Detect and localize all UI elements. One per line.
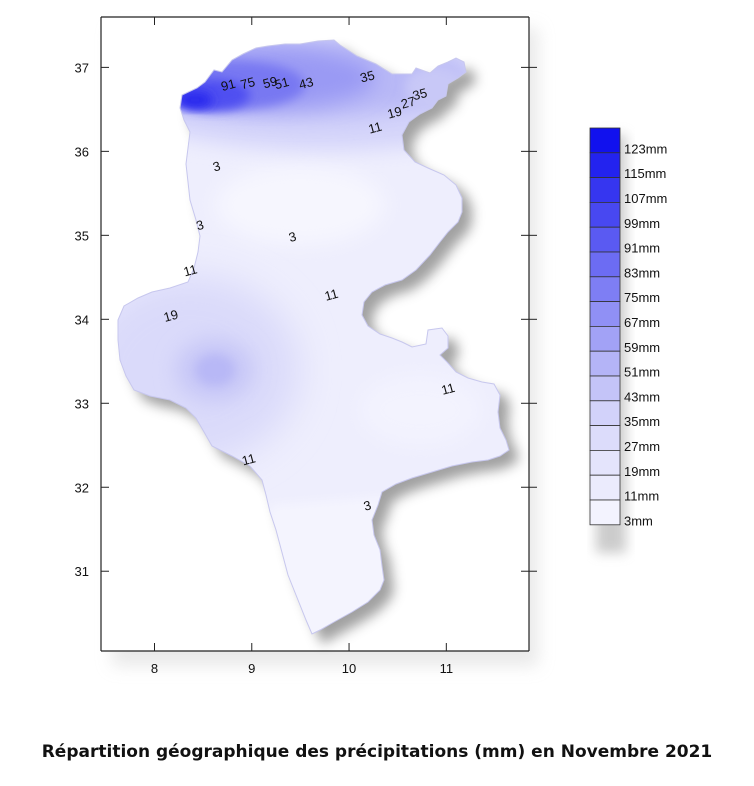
legend-swatch xyxy=(589,251,621,278)
contour-label: 11 xyxy=(182,261,199,279)
contour-label: 19 xyxy=(162,307,180,325)
legend-label: 3mm xyxy=(624,513,653,528)
legend-label: 107mm xyxy=(624,191,667,206)
contour-label: 43 xyxy=(297,74,315,92)
legend-swatch xyxy=(589,301,621,327)
y-tick-label: 31 xyxy=(75,564,89,579)
y-tick-label: 35 xyxy=(75,228,89,243)
contour-label: 11 xyxy=(367,119,384,137)
y-tick-label: 37 xyxy=(75,60,89,75)
legend-swatch xyxy=(589,276,621,302)
tunisia-outline xyxy=(117,39,510,635)
contour-label: 3 xyxy=(362,497,373,513)
legend-label: 67mm xyxy=(624,315,660,330)
y-tick-label: 34 xyxy=(75,312,89,327)
legend-swatch xyxy=(589,177,621,203)
legend-swatch xyxy=(589,350,621,377)
contour-label: 27 xyxy=(399,93,417,111)
contour-label: 35 xyxy=(358,67,376,85)
legend-label: 43mm xyxy=(624,389,660,404)
contour-label: 3 xyxy=(211,158,222,174)
x-tick-label: 11 xyxy=(440,661,454,676)
axes xyxy=(100,16,530,652)
legend: 123mm 115mm 107mm 99mm 91mm 83mm 75mm 67mm 59mm 5… xyxy=(589,127,667,553)
legend-label: 75mm xyxy=(624,290,660,305)
y-tick-label: 36 xyxy=(75,144,89,159)
legend-label: 51mm xyxy=(624,365,660,380)
contour-label: 35 xyxy=(411,85,429,103)
legend-swatch xyxy=(589,499,621,526)
legend-label: 99mm xyxy=(624,216,660,231)
legend-swatch xyxy=(589,449,621,476)
legend-label: 91mm xyxy=(624,241,660,256)
legend-label: 35mm xyxy=(624,414,660,429)
legend-swatch xyxy=(589,226,621,253)
legend-label: 27mm xyxy=(624,439,660,454)
contour-label: 3 xyxy=(195,217,206,233)
legend-swatch xyxy=(589,474,621,501)
x-tick-label: 10 xyxy=(342,661,356,676)
contour-label: 91 xyxy=(219,76,237,94)
legend-swatch xyxy=(589,325,621,352)
x-tick-label: 9 xyxy=(248,661,255,676)
contour-label: 11 xyxy=(440,380,457,398)
legend-swatch xyxy=(589,152,621,179)
legend-label: 59mm xyxy=(624,340,660,355)
contour-label: 59 xyxy=(261,73,279,91)
legend-swatch xyxy=(589,127,621,154)
map-caption: Répartition géographique des précipitati… xyxy=(41,742,713,762)
legend-swatch xyxy=(589,201,621,228)
contour-label: 11 xyxy=(323,286,340,304)
legend-swatch xyxy=(589,375,621,402)
contour-label: 75 xyxy=(239,74,257,92)
y-tick-label: 32 xyxy=(75,480,89,495)
legend-swatch xyxy=(589,425,621,451)
legend-swatch xyxy=(589,400,621,426)
contour-label: 51 xyxy=(273,74,291,92)
x-axis-ticks: 8 9 10 11 xyxy=(151,17,453,676)
legend-label: 115mm xyxy=(624,166,666,181)
legend-label: 123mm xyxy=(624,141,667,156)
x-tick-label: 8 xyxy=(151,661,158,676)
legend-label: 19mm xyxy=(624,464,660,479)
contour-label: 3 xyxy=(287,229,298,245)
contour-label: 11 xyxy=(240,450,257,468)
legend-label: 11mm xyxy=(624,489,659,504)
legend-label: 83mm xyxy=(624,265,660,280)
contour-label: 19 xyxy=(386,103,404,121)
y-tick-label: 33 xyxy=(75,396,89,411)
